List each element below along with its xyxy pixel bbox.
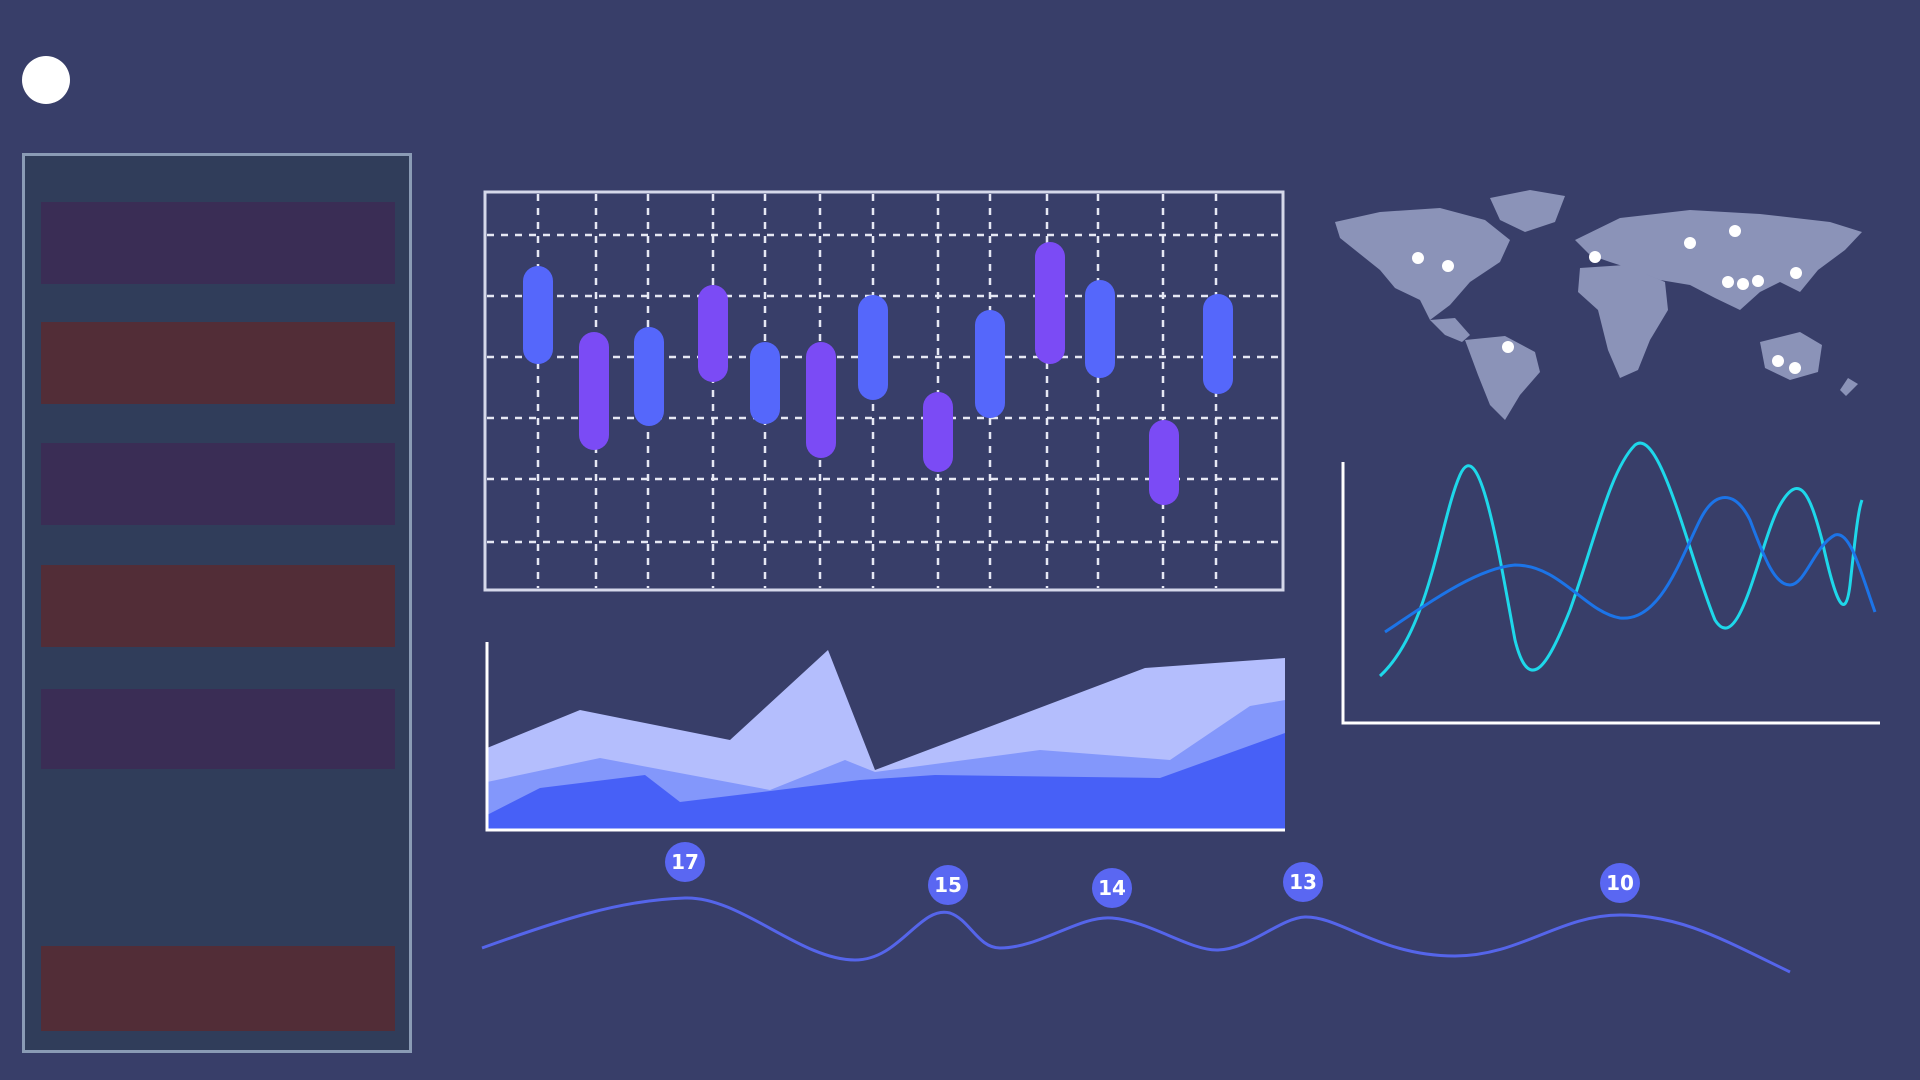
bubble-line bbox=[481, 896, 1791, 974]
candle bbox=[698, 285, 728, 382]
map-australia bbox=[1760, 332, 1822, 380]
candlestick-frame bbox=[483, 190, 1285, 592]
bubble-markers: 17 15 14 13 10 bbox=[665, 842, 1640, 908]
bubble-marker bbox=[1092, 868, 1132, 908]
map-dot bbox=[1729, 225, 1741, 237]
area-series-dark bbox=[487, 733, 1285, 830]
map-location-dots bbox=[1412, 225, 1802, 374]
map-central-america bbox=[1430, 318, 1470, 342]
map-dot bbox=[1684, 237, 1696, 249]
map-greenland bbox=[1490, 190, 1565, 232]
bubble-line-chart: 17 15 14 13 10 bbox=[481, 842, 1791, 974]
map-dot bbox=[1772, 355, 1784, 367]
area-axis bbox=[485, 642, 1285, 832]
sidebar-bar-3[interactable] bbox=[41, 443, 395, 525]
map-south-america bbox=[1465, 336, 1540, 420]
map-europe-asia bbox=[1575, 210, 1862, 310]
bubble-marker bbox=[1283, 862, 1323, 902]
wave-line-chart bbox=[1341, 441, 1880, 725]
map-africa bbox=[1578, 265, 1668, 378]
sidebar-bar-5[interactable] bbox=[41, 689, 395, 769]
area-chart bbox=[485, 642, 1285, 832]
bubble-marker bbox=[665, 842, 705, 882]
candle bbox=[1203, 294, 1233, 394]
sidebar-panel bbox=[22, 153, 412, 1053]
world-map bbox=[1335, 190, 1862, 420]
wave-series-blue bbox=[1384, 496, 1877, 634]
bubble-label: 14 bbox=[1098, 876, 1126, 900]
map-dot bbox=[1737, 278, 1749, 290]
bubble-marker bbox=[1600, 863, 1640, 903]
wave-series-cyan bbox=[1378, 441, 1864, 678]
status-dot bbox=[22, 56, 70, 104]
candle bbox=[975, 310, 1005, 418]
map-dot bbox=[1589, 251, 1601, 263]
map-dot bbox=[1442, 260, 1454, 272]
candle bbox=[1085, 280, 1115, 378]
candle bbox=[1035, 242, 1065, 364]
bubble-marker bbox=[928, 865, 968, 905]
sidebar-bar-4[interactable] bbox=[41, 565, 395, 647]
candle bbox=[1149, 420, 1179, 505]
candle bbox=[579, 332, 609, 450]
sidebar-bar-1[interactable] bbox=[41, 202, 395, 284]
bubble-label: 13 bbox=[1289, 870, 1317, 894]
candle bbox=[634, 327, 664, 426]
candlestick-candles bbox=[523, 242, 1233, 505]
sidebar-bar-6[interactable] bbox=[41, 946, 395, 1031]
candle bbox=[750, 342, 780, 424]
candle bbox=[858, 295, 888, 400]
map-dot bbox=[1502, 341, 1514, 353]
bubble-label: 17 bbox=[671, 850, 699, 874]
candle bbox=[523, 266, 553, 364]
map-nz bbox=[1840, 378, 1858, 396]
map-dot bbox=[1752, 275, 1764, 287]
candle bbox=[806, 342, 836, 458]
candle bbox=[923, 392, 953, 472]
bubble-label: 10 bbox=[1606, 871, 1634, 895]
map-dot bbox=[1722, 276, 1734, 288]
sidebar-bar-2[interactable] bbox=[41, 322, 395, 404]
map-dot bbox=[1790, 267, 1802, 279]
map-dot bbox=[1789, 362, 1801, 374]
map-north-america bbox=[1335, 208, 1510, 320]
candlestick-chart bbox=[483, 190, 1285, 592]
map-dot bbox=[1412, 252, 1424, 264]
wave-axis bbox=[1341, 462, 1880, 725]
bubble-label: 15 bbox=[934, 873, 962, 897]
